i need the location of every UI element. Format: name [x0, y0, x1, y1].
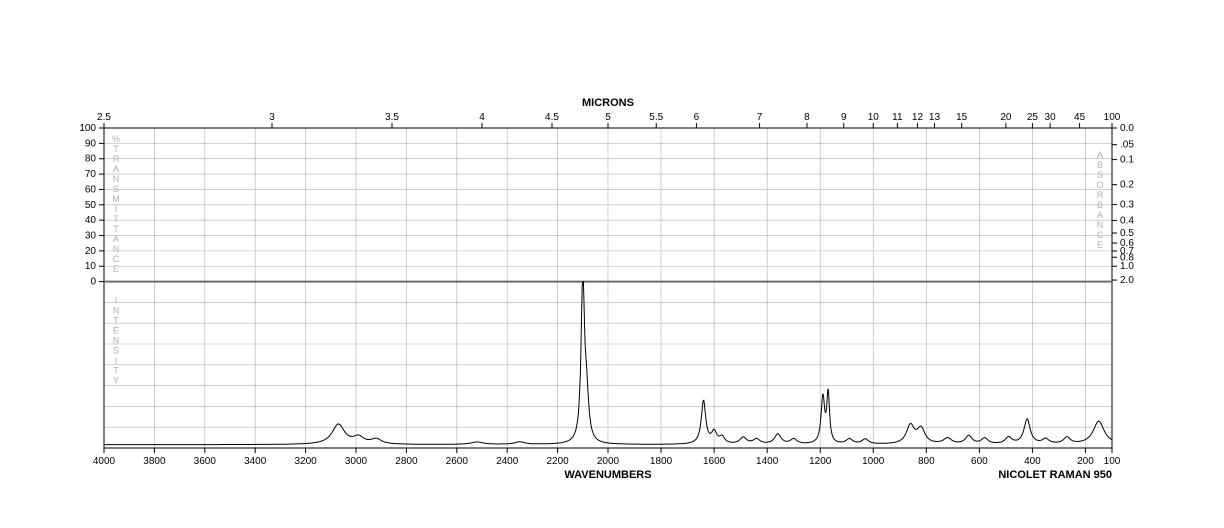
- intensity-axis-letter: N: [113, 336, 120, 346]
- x-top-tick-label: 6: [694, 112, 700, 123]
- x-top-tick-label: 11: [892, 112, 903, 123]
- right-axis-letter: A: [1097, 150, 1103, 160]
- x-bottom-tick-label: 200: [1077, 456, 1094, 467]
- y-right-tick-label: 2.0: [1120, 275, 1134, 286]
- x-top-tick-label: 9: [841, 112, 847, 123]
- y-right-tick-label: 0.2: [1120, 180, 1134, 191]
- x-bottom-tick-label: 2800: [395, 456, 418, 467]
- right-axis-letter: O: [1096, 180, 1103, 190]
- intensity-axis-letter: T: [113, 366, 119, 376]
- left-axis-letter: N: [113, 174, 120, 184]
- x-top-tick-label: 5: [605, 112, 611, 123]
- x-top-tick-label: 10: [868, 112, 880, 123]
- intensity-axis-letter: E: [113, 326, 119, 336]
- y-left-tick-label: 30: [85, 231, 97, 242]
- x-top-tick-label: 25: [1027, 112, 1039, 123]
- left-axis-letter: M: [112, 194, 120, 204]
- y-left-tick-label: 10: [85, 261, 97, 272]
- x-top-tick-label: 13: [929, 112, 941, 123]
- y-right-tick-label: 0.0: [1120, 123, 1134, 134]
- left-axis-letter: E: [113, 264, 119, 274]
- left-axis-letter: I: [115, 204, 118, 214]
- left-axis-letter: N: [113, 244, 120, 254]
- y-right-tick-label: .05: [1120, 140, 1134, 151]
- x-top-tick-label: 3.5: [385, 112, 399, 123]
- y-left-tick-label: 90: [85, 138, 97, 149]
- x-bottom-tick-label: 1600: [703, 456, 726, 467]
- y-right-tick-label: 1.0: [1120, 261, 1134, 272]
- x-bottom-tick-label: 800: [918, 456, 935, 467]
- x-top-tick-label: 4.5: [545, 112, 559, 123]
- x-bottom-tick-label: 3000: [345, 456, 368, 467]
- left-axis-letter: S: [113, 184, 119, 194]
- intensity-axis-letter: N: [113, 306, 120, 316]
- right-axis-letter: B: [1097, 160, 1103, 170]
- x-bottom-tick-label: 600: [971, 456, 988, 467]
- x-bottom-tick-label: 2200: [546, 456, 569, 467]
- x-top-tick-label: 2.5: [97, 112, 111, 123]
- x-bottom-tick-label: 100: [1104, 456, 1121, 467]
- right-axis-letter: S: [1097, 170, 1103, 180]
- y-left-tick-label: 80: [85, 154, 97, 165]
- intensity-axis-letter: S: [113, 346, 119, 356]
- left-axis-letter: A: [113, 164, 119, 174]
- chart-svg: 4000380036003400320030002800260024002200…: [0, 0, 1224, 528]
- left-axis-letter: C: [113, 254, 120, 264]
- y-left-tick-label: 20: [85, 246, 97, 257]
- right-axis-letter: C: [1097, 230, 1104, 240]
- x-bottom-tick-label: 400: [1024, 456, 1041, 467]
- right-axis-letter: B: [1097, 200, 1103, 210]
- x-bottom-tick-label: 2600: [446, 456, 469, 467]
- y-right-tick-label: 0.3: [1120, 200, 1134, 211]
- intensity-axis-letter: Y: [113, 376, 119, 386]
- x-bottom-tick-label: 1400: [756, 456, 779, 467]
- x-top-tick-label: 8: [804, 112, 810, 123]
- x-bottom-tick-label: 2000: [597, 456, 620, 467]
- intensity-axis-letter: I: [115, 296, 118, 306]
- y-right-tick-label: 0.1: [1120, 155, 1134, 166]
- left-axis-letter: T: [113, 224, 119, 234]
- y-right-tick-label: 0.4: [1120, 215, 1134, 226]
- x-bottom-tick-label: 3800: [143, 456, 166, 467]
- x-top-tick-label: 30: [1045, 112, 1057, 123]
- left-axis-letter: T: [113, 144, 119, 154]
- x-bottom-tick-label: 1200: [809, 456, 832, 467]
- x-top-title: MICRONS: [582, 97, 634, 109]
- x-bottom-title: WAVENUMBERS: [564, 469, 651, 481]
- spectrum-chart: 4000380036003400320030002800260024002200…: [0, 0, 1224, 528]
- y-left-tick-label: 40: [85, 215, 97, 226]
- x-bottom-tick-label: 1000: [862, 456, 885, 467]
- y-left-tick-label: 0: [90, 277, 96, 288]
- right-axis-letter: E: [1097, 240, 1103, 250]
- y-left-tick-label: 100: [79, 123, 96, 134]
- right-axis-letter: N: [1097, 220, 1104, 230]
- x-top-tick-label: 4: [479, 112, 485, 123]
- instrument-label: NICOLET RAMAN 950: [998, 469, 1112, 481]
- left-axis-letter: A: [113, 234, 119, 244]
- y-left-tick-label: 60: [85, 184, 97, 195]
- intensity-axis-letter: T: [113, 316, 119, 326]
- x-bottom-tick-label: 2400: [496, 456, 519, 467]
- x-top-tick-label: 100: [1104, 112, 1121, 123]
- right-axis-letter: R: [1097, 190, 1104, 200]
- x-top-tick-label: 20: [1000, 112, 1012, 123]
- x-top-tick-label: 5.5: [649, 112, 663, 123]
- x-top-tick-label: 45: [1074, 112, 1086, 123]
- x-top-tick-label: 7: [757, 112, 763, 123]
- x-bottom-tick-label: 4000: [93, 456, 116, 467]
- x-bottom-tick-label: 1800: [650, 456, 673, 467]
- left-axis-letter: T: [113, 214, 119, 224]
- left-axis-letter: %: [112, 134, 120, 144]
- right-axis-letter: A: [1097, 210, 1103, 220]
- x-bottom-tick-label: 3600: [194, 456, 217, 467]
- y-left-tick-label: 70: [85, 169, 97, 180]
- left-axis-letter: R: [113, 154, 120, 164]
- x-top-tick-label: 12: [912, 112, 924, 123]
- y-left-tick-label: 50: [85, 200, 97, 211]
- x-bottom-tick-label: 3200: [294, 456, 317, 467]
- intensity-axis-letter: I: [115, 356, 118, 366]
- x-top-tick-label: 3: [269, 112, 275, 123]
- x-bottom-tick-label: 3400: [244, 456, 267, 467]
- x-top-tick-label: 15: [956, 112, 968, 123]
